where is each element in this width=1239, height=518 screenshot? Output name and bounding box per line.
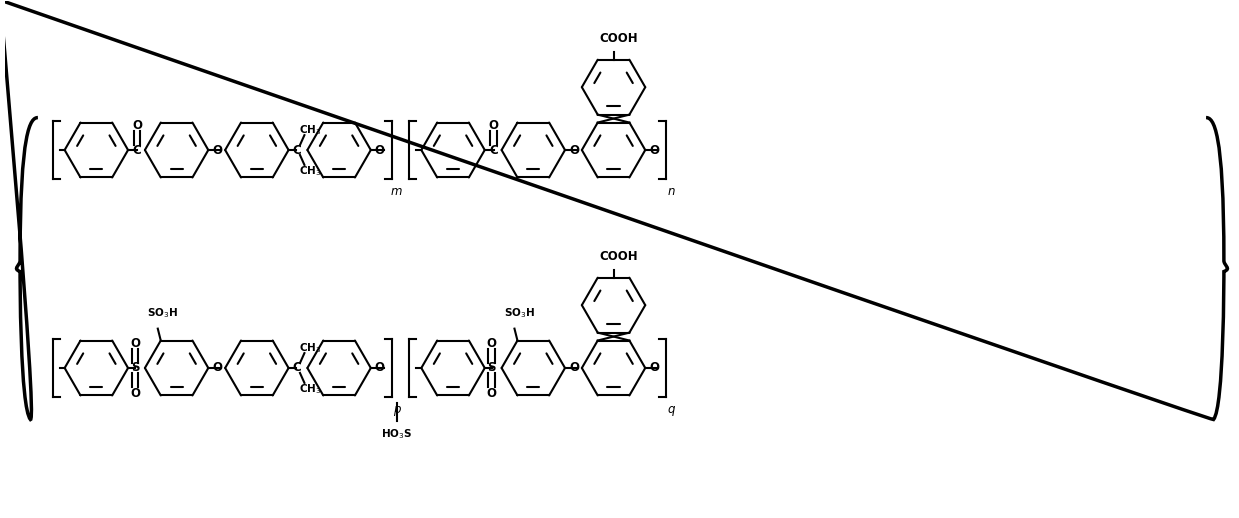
Text: O: O [374, 143, 385, 156]
Text: O: O [212, 143, 222, 156]
Text: C: C [292, 143, 301, 156]
Text: CH$_3$: CH$_3$ [299, 164, 322, 178]
Text: O: O [133, 119, 142, 132]
Text: p: p [393, 404, 400, 416]
Text: COOH: COOH [600, 32, 638, 45]
Text: SO$_3$H: SO$_3$H [504, 306, 535, 320]
Text: C: C [292, 362, 301, 375]
Text: m: m [390, 185, 403, 198]
Text: q: q [668, 404, 675, 416]
Text: n: n [668, 185, 675, 198]
Text: CH$_3$: CH$_3$ [299, 123, 322, 137]
Text: O: O [649, 362, 659, 375]
Text: COOH: COOH [600, 250, 638, 263]
Text: O: O [374, 362, 385, 375]
Text: S: S [131, 362, 139, 375]
Text: C: C [489, 143, 498, 156]
Text: CH$_3$: CH$_3$ [299, 382, 322, 396]
Text: O: O [487, 387, 497, 400]
Text: O: O [569, 362, 579, 375]
Text: CH$_3$: CH$_3$ [299, 341, 322, 355]
Text: C: C [133, 143, 141, 156]
Text: SO$_3$H: SO$_3$H [147, 306, 178, 320]
Text: O: O [130, 337, 140, 350]
Text: O: O [488, 119, 498, 132]
Text: O: O [569, 143, 579, 156]
Text: O: O [130, 387, 140, 400]
Text: O: O [649, 143, 659, 156]
Text: O: O [212, 362, 222, 375]
Text: HO$_3$S: HO$_3$S [380, 427, 413, 441]
Text: O: O [487, 337, 497, 350]
Text: S: S [487, 362, 496, 375]
